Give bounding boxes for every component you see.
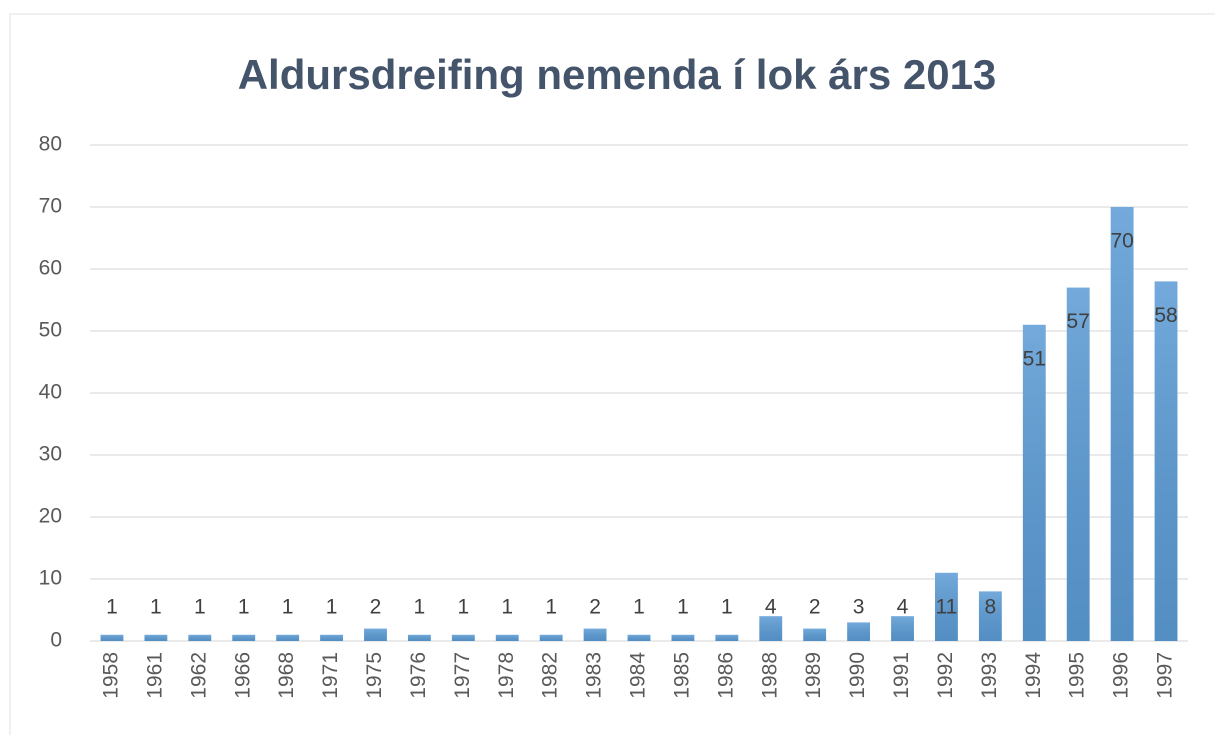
bar-shade [1066,287,1090,641]
data-label: 1 [150,596,162,619]
data-label: 51 [1023,347,1046,370]
data-label: 3 [853,596,865,619]
data-label: 8 [985,596,997,619]
x-tick-label: 1968 [275,652,298,699]
data-label: 1 [545,596,557,619]
x-tick-label: 1988 [758,652,781,699]
data-label: 4 [765,596,777,619]
data-label: 1 [238,596,250,619]
data-label: 2 [809,596,821,619]
x-tick-label: 1958 [100,652,123,699]
bar-shade [144,634,168,641]
data-label: 1 [414,596,426,619]
x-tick-label: 1993 [978,652,1001,699]
data-label: 11 [936,595,958,618]
data-label: 2 [589,596,601,619]
bar-shade [715,634,739,641]
x-tick-label: 1992 [934,652,957,699]
bar-shade [935,572,958,641]
bar-shade [539,634,563,641]
x-tick-label: 1971 [319,652,342,699]
data-label: 1 [106,596,118,619]
x-tick-label: 1975 [363,652,386,699]
y-tick-label: 60 [39,257,62,280]
data-label: 1 [677,596,689,619]
data-label: 1 [194,596,206,619]
bar-shade [364,628,387,641]
x-tick-label: 1990 [846,652,869,699]
bar-shade [759,616,783,641]
bar-shade [1154,281,1178,641]
bar-shade [188,634,212,641]
bar-shade [276,634,300,641]
bar-shade [1022,324,1046,641]
x-tick-label: 1976 [407,652,430,699]
data-label: 70 [1110,230,1133,253]
data-label: 1 [326,596,338,619]
data-label: 58 [1154,304,1177,327]
data-label: 2 [370,596,382,619]
y-tick-label: 70 [39,195,62,218]
x-tick-label: 1995 [1066,652,1089,699]
data-label: 4 [897,596,909,619]
x-tick-label: 1984 [627,652,650,699]
data-label: 57 [1067,310,1090,333]
x-tick-label: 1996 [1110,652,1133,699]
x-tick-label: 1986 [714,652,737,699]
x-tick-label: 1994 [1022,652,1045,699]
y-tick-label: 50 [39,319,62,342]
bar-shade [451,634,475,641]
bar-shade [978,591,1002,641]
x-tick-label: 1989 [802,652,825,699]
y-tick-label: 0 [50,629,62,652]
y-tick-label: 40 [39,381,62,404]
y-tick-label: 10 [39,567,62,590]
bar-shade [320,634,343,641]
y-tick-label: 20 [39,505,62,528]
bar-shade [627,634,651,641]
bar-shade [495,634,519,641]
data-label: 1 [633,596,645,619]
data-label: 1 [721,596,733,619]
x-tick-label: 1991 [890,652,913,699]
bar-shade [671,634,695,641]
x-tick-label: 1961 [143,652,166,699]
bar-shade [1110,207,1134,641]
bar-shade [232,634,256,641]
bar-shade [803,628,827,641]
y-tick-label: 30 [39,443,62,466]
bar-shade [891,616,914,641]
data-label: 1 [282,596,294,619]
data-label: 1 [501,596,513,619]
x-tick-label: 1982 [539,652,562,699]
x-tick-label: 1978 [495,652,518,699]
bar-shade [847,622,871,641]
chart-frame [9,13,1215,735]
x-tick-label: 1962 [187,652,210,699]
chart-title: Aldursdreifing nemenda í lok árs 2013 [238,51,997,98]
bar-shade [583,628,607,641]
data-label: 1 [457,596,469,619]
bar-shade [407,634,431,641]
bar-shade [100,634,124,641]
x-tick-label: 1977 [451,652,474,699]
x-tick-label: 1983 [583,652,606,699]
x-tick-label: 1966 [231,652,254,699]
x-tick-label: 1985 [670,652,693,699]
y-tick-label: 80 [39,133,62,156]
x-tick-label: 1997 [1154,652,1177,699]
